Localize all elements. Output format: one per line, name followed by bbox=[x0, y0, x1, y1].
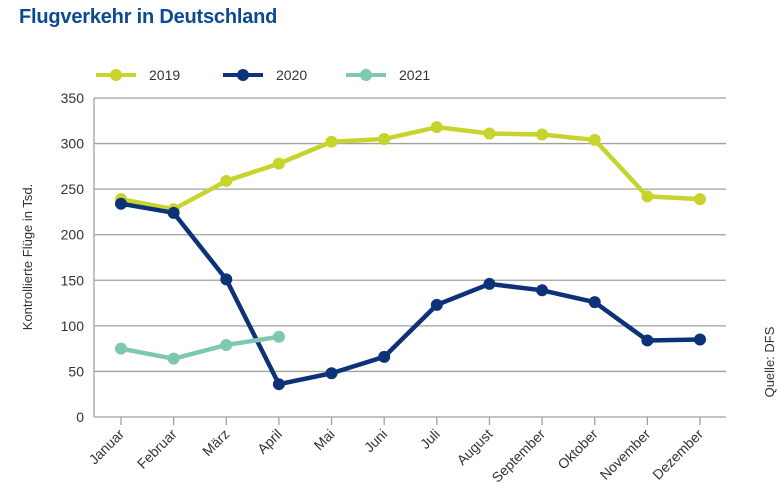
y-tick-label: 200 bbox=[61, 227, 85, 243]
data-point bbox=[272, 157, 285, 170]
x-tick-label: Juni bbox=[361, 426, 390, 455]
legend: 2019 2020 2021 bbox=[96, 67, 430, 83]
series-2020 bbox=[115, 197, 706, 391]
x-tick-label: März bbox=[199, 426, 232, 459]
y-tick-label: 350 bbox=[61, 90, 85, 106]
legend-item-2019: 2019 bbox=[96, 67, 180, 83]
data-point bbox=[115, 342, 127, 355]
data-point bbox=[483, 127, 496, 140]
data-point bbox=[220, 338, 233, 351]
data-point bbox=[378, 350, 391, 363]
series-2021 bbox=[115, 330, 285, 365]
chart-title: Flugverkehr in Deutschland bbox=[19, 6, 278, 28]
legend-label: 2020 bbox=[276, 67, 307, 83]
y-tick-labels: 0 50 100 150 200 250 300 350 bbox=[61, 90, 85, 425]
legend-swatch-marker bbox=[360, 69, 372, 81]
y-tick-label: 100 bbox=[61, 318, 85, 334]
data-point bbox=[167, 206, 180, 219]
y-tick-label: 300 bbox=[61, 136, 85, 152]
series-line bbox=[118, 201, 703, 387]
series-line bbox=[118, 124, 703, 212]
x-tick-label: Februar bbox=[134, 426, 180, 472]
data-point bbox=[588, 133, 601, 146]
legend-label: 2021 bbox=[399, 67, 430, 83]
data-point bbox=[483, 277, 496, 290]
data-point bbox=[115, 197, 127, 210]
data-point bbox=[167, 352, 180, 365]
x-tick-label: August bbox=[453, 426, 495, 468]
x-tick-label: November bbox=[596, 426, 653, 483]
data-point bbox=[220, 174, 233, 187]
data-point bbox=[430, 121, 443, 134]
axes bbox=[93, 98, 726, 425]
x-tick-label: Mai bbox=[310, 426, 337, 453]
legend-item-2020: 2020 bbox=[223, 67, 307, 83]
data-point bbox=[536, 128, 549, 141]
data-point bbox=[536, 284, 549, 297]
x-tick-label: April bbox=[254, 426, 285, 457]
data-point bbox=[272, 330, 285, 343]
data-point bbox=[588, 296, 601, 309]
y-axis-title: Kontrollierte Flüge in Tsd. bbox=[20, 184, 35, 330]
x-tick-label: Oktober bbox=[554, 426, 601, 473]
data-point bbox=[641, 334, 654, 347]
series-lines bbox=[115, 121, 706, 391]
x-tick-label: Januar bbox=[86, 426, 128, 468]
legend-label: 2019 bbox=[149, 67, 180, 83]
data-point bbox=[430, 298, 443, 311]
source-note: Quelle: DFS bbox=[762, 326, 777, 397]
data-point bbox=[378, 133, 391, 146]
series-line bbox=[118, 334, 282, 361]
x-tick-labels: Januar Februar März April Mai Juni Juli AugustS… bbox=[86, 426, 707, 486]
y-tick-label: 250 bbox=[61, 181, 85, 197]
y-tick-label: 0 bbox=[76, 409, 84, 425]
gridlines bbox=[94, 97, 726, 373]
x-tick-label: September bbox=[488, 426, 548, 486]
data-point bbox=[694, 333, 706, 346]
data-point bbox=[325, 135, 338, 148]
legend-item-2021: 2021 bbox=[346, 67, 430, 83]
legend-swatch-marker bbox=[110, 69, 122, 81]
series-2019 bbox=[115, 121, 706, 216]
y-tick-label: 150 bbox=[61, 272, 85, 288]
data-point bbox=[325, 367, 338, 380]
x-tick-label: Dezember bbox=[649, 426, 706, 483]
data-point bbox=[272, 378, 285, 391]
data-point bbox=[220, 273, 233, 286]
data-point bbox=[641, 190, 654, 203]
x-tick-label: Juli bbox=[417, 426, 443, 452]
y-tick-label: 50 bbox=[68, 363, 84, 379]
legend-swatch-marker bbox=[237, 69, 249, 81]
data-point bbox=[694, 193, 706, 206]
